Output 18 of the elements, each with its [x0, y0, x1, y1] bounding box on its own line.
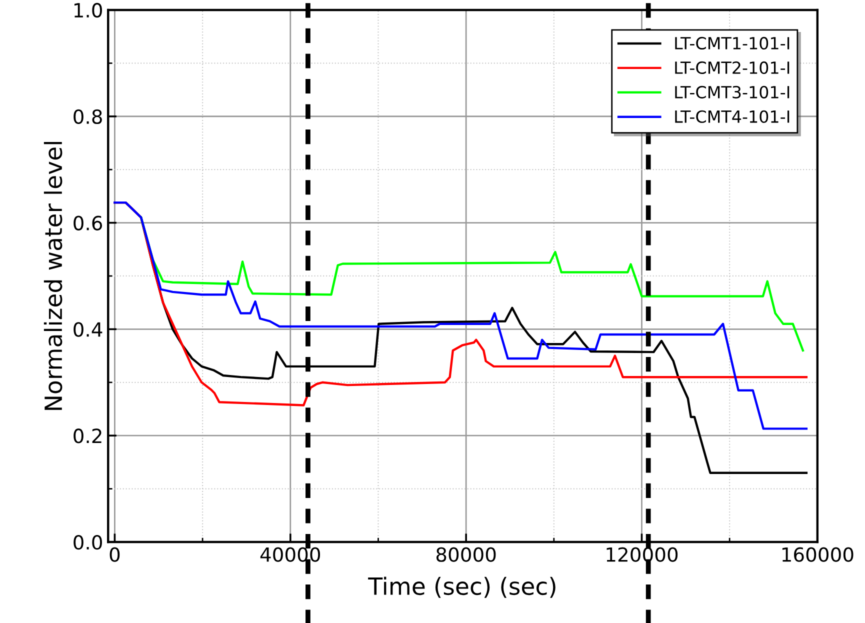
y-tick-label: 0.4 [74, 322, 102, 337]
y-tick-label: 0.0 [74, 534, 102, 550]
legend-label: LT-CMT3-101-I [675, 86, 790, 98]
x-tick-label: 120000 [606, 547, 678, 562]
x-tick-label: 160000 [782, 547, 854, 562]
x-axis-title: Time (sec) (sec) [368, 576, 556, 598]
legend-label: LT-CMT4-101-I [675, 110, 790, 123]
line-series [140, 216, 804, 352]
x-tick-label: 0 [110, 547, 120, 562]
x-tick-label: 80000 [436, 547, 496, 562]
x-tick-label: 40000 [260, 547, 320, 562]
y-tick-label: 0.2 [74, 428, 102, 444]
legend-label: LT-CMT2-101-I [675, 61, 790, 74]
y-tick-label: 0.6 [74, 216, 102, 230]
legend-label: LT-CMT1-101-I [675, 36, 790, 50]
y-tick-label: 1.0 [74, 2, 102, 18]
y-tick-label: 0.8 [74, 109, 102, 124]
y-axis-title: Normalized water level [44, 142, 62, 410]
